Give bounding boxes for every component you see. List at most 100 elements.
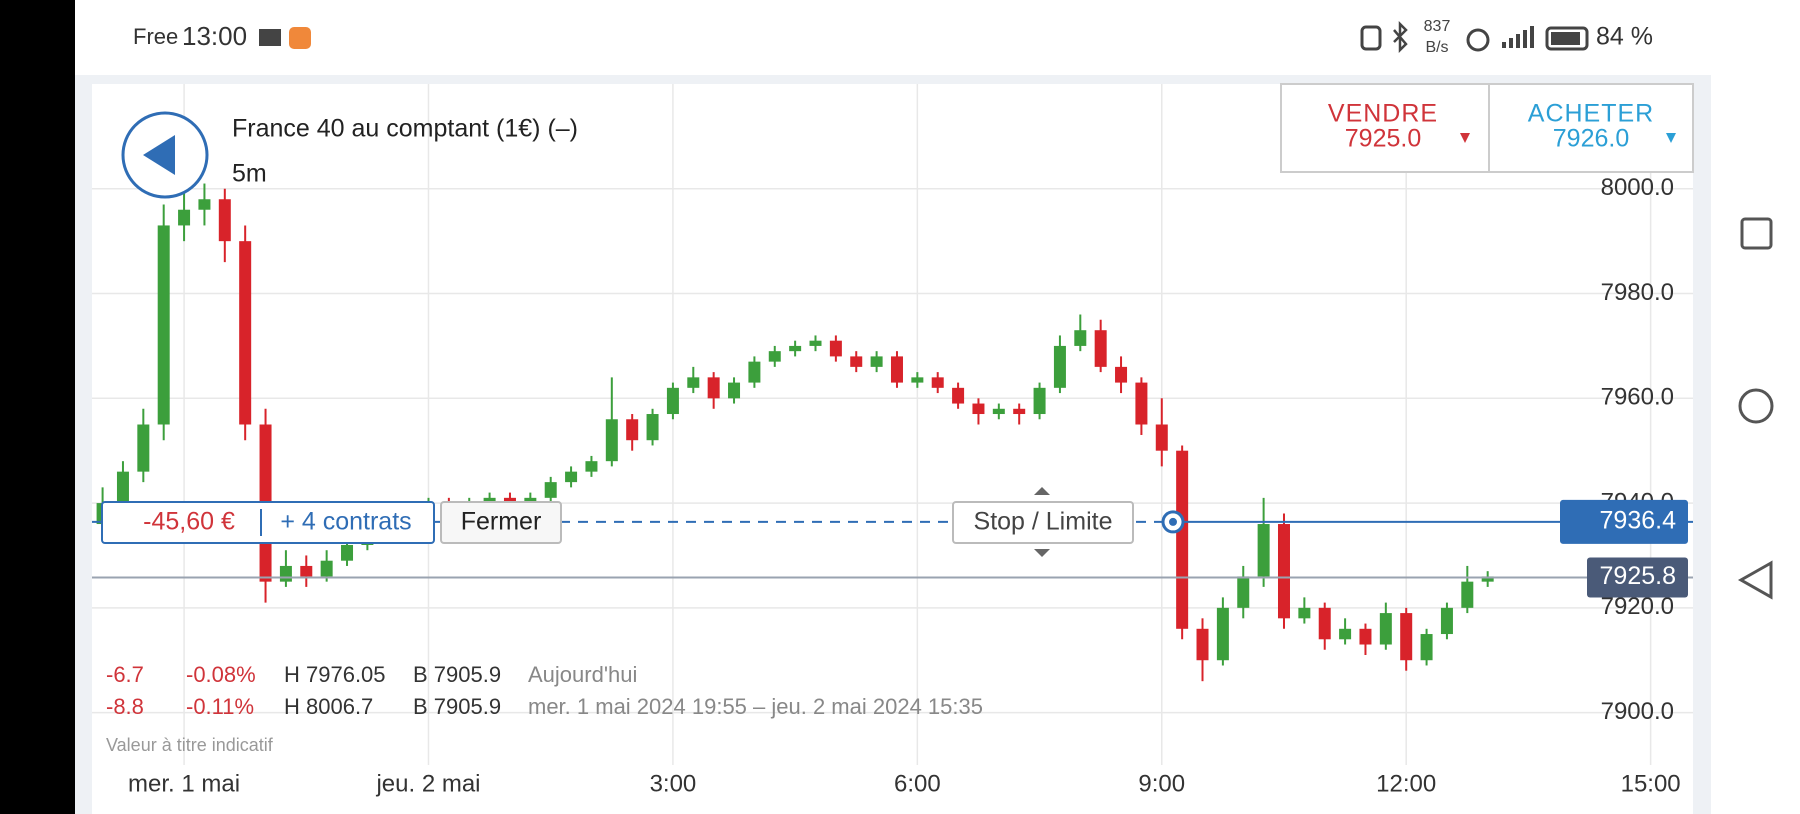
candle-body <box>198 199 211 210</box>
candle-body <box>239 241 252 425</box>
timeframe: 5m <box>232 160 267 188</box>
candle-body <box>1440 607 1453 635</box>
sell-button[interactable] <box>1280 83 1490 173</box>
position-pnl: -45,60 € <box>143 508 235 536</box>
x-tick-label: 3:00 <box>650 770 697 797</box>
candle-body <box>666 387 679 415</box>
candle-body <box>1074 330 1087 346</box>
candle-body <box>707 377 720 399</box>
drag-up <box>1034 487 1050 495</box>
home[interactable] <box>1738 388 1774 424</box>
y-tick-label: 7920.0 <box>1601 593 1674 620</box>
speed-value: 837 <box>1424 18 1451 35</box>
back-arrow <box>143 135 175 175</box>
candle-body <box>992 408 1005 415</box>
candle-body <box>1053 345 1066 388</box>
disclaimer: Valeur à titre indicatif <box>106 735 274 755</box>
position-contracts: + 4 contrats <box>280 508 411 536</box>
candle-body <box>157 225 170 425</box>
mail-icon <box>259 29 281 46</box>
candle-body <box>931 377 944 388</box>
current-price-tag <box>1587 557 1688 598</box>
sell-price: 7925.0 <box>1345 125 1421 153</box>
candle-body <box>1115 366 1128 383</box>
candle-body <box>605 419 618 462</box>
drag-down <box>1034 549 1050 557</box>
change-pct-today: -0.08% <box>186 662 256 687</box>
buy-button[interactable] <box>1488 83 1694 173</box>
position-tag <box>1560 499 1688 544</box>
change-pct-range: -0.11% <box>186 694 254 719</box>
candle-body <box>1339 628 1352 640</box>
candle-body <box>870 356 883 367</box>
candle-body <box>748 361 761 383</box>
x-tick-label: 6:00 <box>894 770 941 797</box>
stop-limit-button[interactable] <box>952 501 1134 544</box>
candle-body <box>1420 634 1433 661</box>
period-range: mer. 1 mai 2024 19:55 – jeu. 2 mai 2024 … <box>528 694 983 719</box>
candle-body <box>1257 524 1270 577</box>
candle-body <box>1033 387 1046 415</box>
candle-body <box>585 461 598 472</box>
change-range: -8.8 <box>106 694 144 719</box>
candle-body <box>320 560 333 577</box>
current-price-label: 7925.8 <box>1600 562 1676 590</box>
candle-body <box>687 377 700 388</box>
hotspot-icon <box>1466 28 1490 52</box>
candle-body <box>1277 524 1290 619</box>
y-tick-label: 8000.0 <box>1601 174 1674 201</box>
candle-body <box>116 471 129 504</box>
y-tick-label: 7960.0 <box>1601 384 1674 411</box>
candle-body <box>1461 581 1474 608</box>
left-strip <box>0 0 75 814</box>
back[interactable] <box>1737 560 1773 600</box>
app-icon <box>289 27 311 49</box>
candle-body <box>137 424 150 472</box>
candle-body <box>1196 628 1209 661</box>
candle-body <box>565 471 578 483</box>
candle-body <box>544 482 557 498</box>
candle-body <box>1379 613 1392 645</box>
candle-body <box>829 340 842 357</box>
position-box[interactable] <box>101 501 435 544</box>
change-today: -6.7 <box>106 662 144 687</box>
close-label: Fermer <box>461 508 542 536</box>
candle-body <box>1298 607 1311 619</box>
close-button[interactable] <box>440 501 562 544</box>
period-today: Aujourd'hui <box>528 662 637 687</box>
sell-label: VENDRE <box>1328 100 1438 128</box>
x-tick-label: mer. 1 mai <box>128 770 240 797</box>
buy-price: 7926.0 <box>1553 125 1629 153</box>
candle-body <box>646 414 659 441</box>
y-tick-label: 7900.0 <box>1601 698 1674 725</box>
candle-body <box>789 345 802 352</box>
candle-body <box>1318 607 1331 640</box>
x-tick-label: jeu. 2 mai <box>375 770 480 797</box>
recent-apps[interactable] <box>1740 217 1773 250</box>
candle-body <box>341 544 354 561</box>
candle-body <box>1094 330 1107 367</box>
nfc-icon <box>1360 25 1382 51</box>
candle-body <box>503 497 516 504</box>
candle-body <box>626 419 639 441</box>
position-level-label: 7936.4 <box>1600 507 1677 535</box>
candle-body <box>1155 424 1168 451</box>
battery-icon <box>1545 26 1589 51</box>
candle-body <box>952 387 965 404</box>
battery-level <box>1551 32 1580 45</box>
candle-body <box>279 565 292 582</box>
candle-body <box>483 497 496 504</box>
candle-body <box>300 565 313 577</box>
y-tick-label: 7980.0 <box>1601 279 1674 306</box>
candle-body <box>972 403 985 415</box>
candle-body <box>768 351 781 362</box>
candle-body <box>1481 576 1494 582</box>
stop-limit-label: Stop / Limite <box>974 508 1113 536</box>
x-tick-label: 9:00 <box>1138 770 1185 797</box>
candle-body <box>1359 628 1372 645</box>
candle-body <box>178 209 191 226</box>
candle-body <box>1216 607 1229 661</box>
low-range: B 7905.9 <box>413 694 501 719</box>
chart-area <box>92 84 1693 814</box>
candle-body <box>524 497 537 504</box>
